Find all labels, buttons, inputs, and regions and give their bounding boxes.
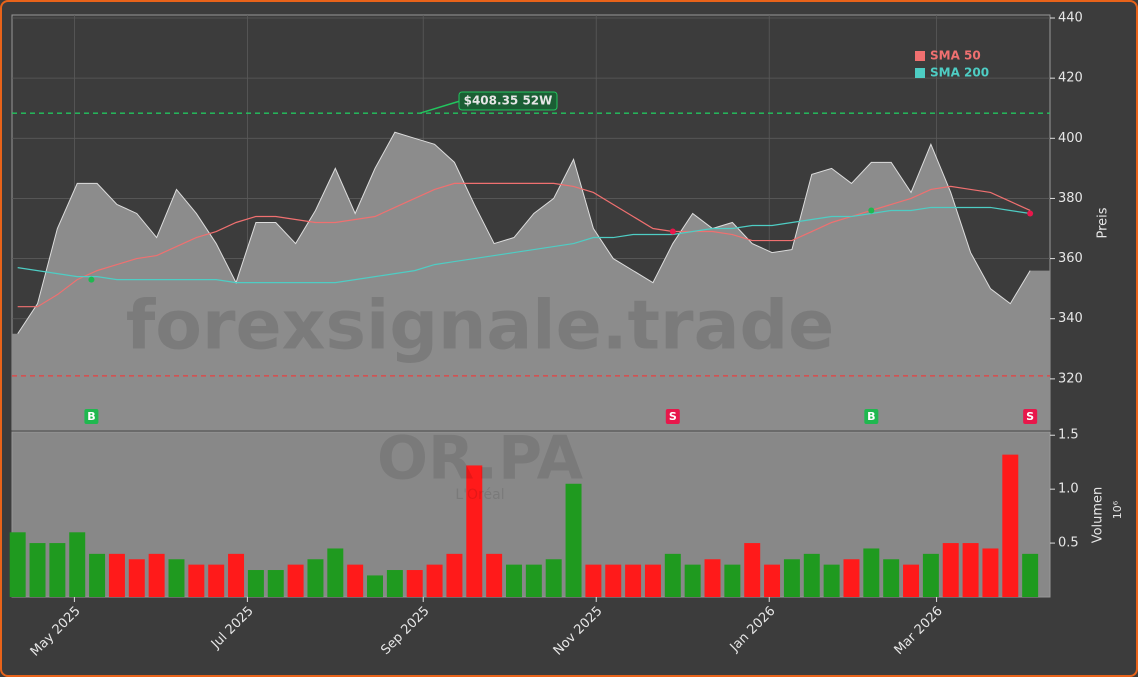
volume-bar <box>148 553 165 597</box>
volume-bar <box>744 543 761 597</box>
sma-line <box>17 206 1031 284</box>
volume-bar <box>565 483 582 597</box>
volume-bar <box>446 553 463 597</box>
volume-bar <box>605 564 622 597</box>
volume-bar <box>942 543 959 597</box>
annotation-arrow <box>419 100 461 114</box>
volume-bar <box>29 543 46 597</box>
volume-bar <box>883 559 900 597</box>
volume-bar <box>267 570 284 597</box>
volume-bar <box>9 532 26 597</box>
signal-badge <box>1023 409 1038 424</box>
volume-bar <box>903 564 920 597</box>
y-tick-label: 380 <box>1058 191 1083 206</box>
volume-bar <box>386 570 403 597</box>
x-tick-label: May 2025 <box>28 604 84 660</box>
volume-bar <box>406 570 423 597</box>
volume-bar <box>69 532 86 597</box>
x-tick-label: Mar 2026 <box>892 604 946 658</box>
volume-bar <box>287 564 304 597</box>
signal-badge <box>864 409 879 424</box>
volume-bar <box>585 564 602 597</box>
volume-tick-label: 1.5 <box>1058 428 1079 443</box>
volume-bar <box>327 548 344 597</box>
legend-swatch <box>915 51 925 61</box>
signal-dot <box>669 228 676 235</box>
legend-swatch <box>915 68 925 78</box>
volume-bar <box>625 564 642 597</box>
volume-bar <box>347 564 364 597</box>
x-tick-label: Jan 2026 <box>727 604 779 656</box>
volume-bar <box>525 564 542 597</box>
signal-dot <box>868 207 875 214</box>
volume-bar <box>89 553 106 597</box>
volume-bar <box>108 553 125 597</box>
volume-bar <box>208 564 225 597</box>
company: L'Oréal <box>455 487 504 503</box>
annotation-text: $408.35 52W <box>464 94 553 108</box>
annotation-box <box>458 91 558 111</box>
volume-bar <box>684 564 701 597</box>
y-tick-label: 320 <box>1058 371 1083 386</box>
volume-bar <box>664 553 681 597</box>
signal-badge <box>84 409 99 424</box>
volume-bar <box>764 564 781 597</box>
x-tick-label: Sep 2025 <box>378 604 432 658</box>
price-line <box>17 131 1031 335</box>
x-tick-label: Nov 2025 <box>551 604 606 659</box>
signal-label: B <box>867 410 875 423</box>
volume-bar <box>704 559 721 597</box>
signal-label: S <box>1026 410 1034 423</box>
volume-multiplier: 10⁶ <box>1111 500 1124 519</box>
volume-bar <box>307 559 324 597</box>
volume-bar <box>724 564 741 597</box>
signal-dot <box>1027 210 1034 217</box>
volume-bar <box>247 570 264 597</box>
volume-bar <box>486 553 503 597</box>
volume-bar <box>783 559 800 597</box>
volume-bar <box>962 543 979 597</box>
volume-bar <box>1002 454 1019 597</box>
y-axis-label: Preis <box>1096 207 1111 238</box>
legend-label: SMA 200 <box>930 66 989 80</box>
volume-bar <box>1022 553 1039 597</box>
volume-axis-label: Volumen <box>1091 487 1106 544</box>
volume-bar <box>803 553 820 597</box>
signal-label: S <box>669 410 677 423</box>
volume-bar <box>49 543 66 597</box>
legend-label: SMA 50 <box>930 49 981 63</box>
y-tick-label: 440 <box>1058 11 1083 26</box>
volume-bar <box>188 564 205 597</box>
volume-bar <box>128 559 145 597</box>
volume-tick-label: 1.0 <box>1058 482 1079 497</box>
signal-badge <box>665 409 680 424</box>
volume-bar <box>922 553 939 597</box>
volume-bar <box>843 559 860 597</box>
volume-bar <box>426 564 443 597</box>
price-area <box>12 132 1050 431</box>
y-tick-label: 360 <box>1058 251 1083 266</box>
volume-bar <box>823 564 840 597</box>
volume-bar <box>505 564 522 597</box>
volume-bar <box>168 559 185 597</box>
volume-bar <box>863 548 880 597</box>
volume-bar <box>644 564 661 597</box>
volume-bar <box>228 553 245 597</box>
volume-bar <box>545 559 562 597</box>
sma-line <box>17 182 1031 308</box>
volume-tick-label: 0.5 <box>1058 536 1079 551</box>
volume-bar <box>367 575 384 597</box>
symbol: OR.PA <box>377 424 584 494</box>
volume-bar <box>466 465 483 597</box>
x-tick-label: Jul 2025 <box>208 604 257 653</box>
volume-bar <box>982 548 999 597</box>
y-tick-label: 400 <box>1058 131 1083 146</box>
y-tick-label: 420 <box>1058 71 1083 86</box>
signal-dot <box>88 276 95 283</box>
watermark: forexsignale.trade <box>126 287 835 366</box>
y-tick-label: 340 <box>1058 311 1083 326</box>
signal-label: B <box>87 410 95 423</box>
